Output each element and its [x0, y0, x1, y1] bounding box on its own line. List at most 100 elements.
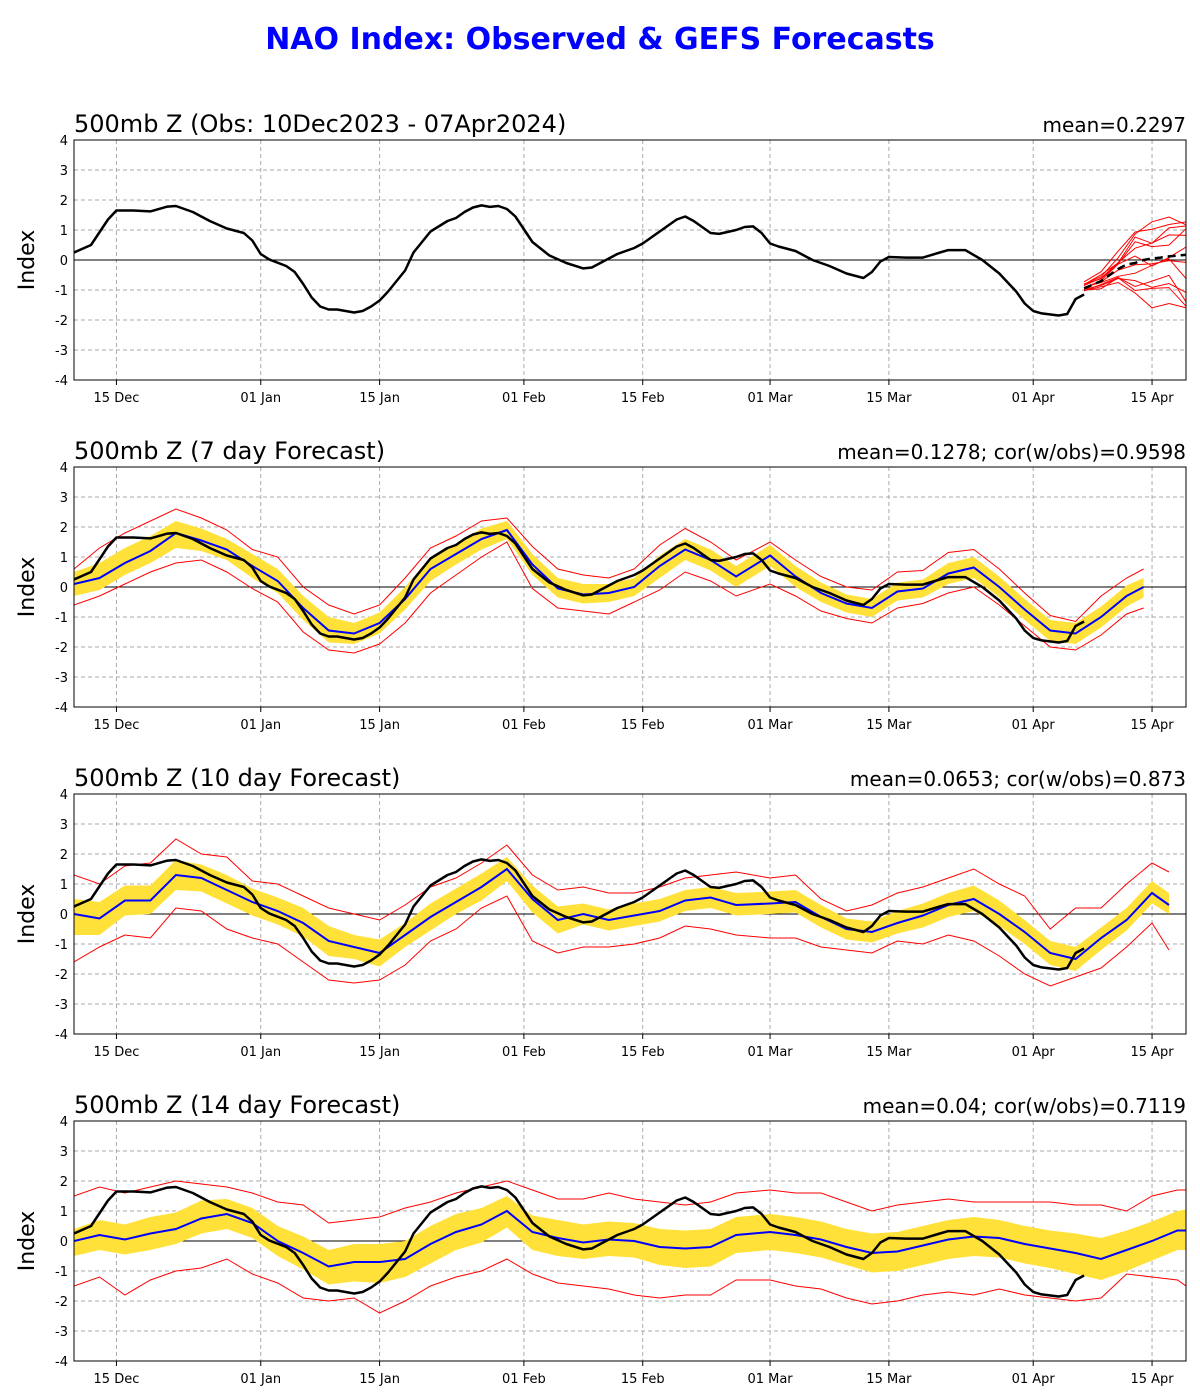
y-tick-label: 4: [60, 461, 68, 476]
y-tick-label: -2: [55, 1295, 68, 1310]
x-tick-label: 15 Jan: [359, 718, 400, 733]
y-tick-label: -4: [55, 1028, 68, 1043]
x-tick-label: 15 Jan: [359, 1372, 400, 1387]
y-tick-label: -3: [55, 998, 68, 1013]
y-tick-label: 2: [60, 194, 68, 209]
envelope-high-line: [74, 508, 1144, 623]
y-tick-label: -4: [55, 1355, 68, 1370]
plot-area: [74, 1121, 1186, 1361]
y-tick-label: -4: [55, 374, 68, 389]
y-tick-label: -2: [55, 641, 68, 656]
chart-panel-1: 500mb Z (7 day Forecast) mean=0.1278; cor…: [15, 437, 1187, 733]
y-tick-label: -1: [55, 611, 68, 626]
x-tick-label: 15 Mar: [866, 1372, 912, 1387]
ensemble-member-line: [1083, 258, 1186, 288]
y-tick-label: 0: [60, 581, 68, 596]
plot-area: [74, 794, 1186, 1034]
y-tick-label: 3: [60, 818, 68, 833]
y-tick-label: 0: [60, 254, 68, 269]
spread-band: [74, 521, 1144, 644]
y-tick-label: 4: [60, 134, 68, 149]
y-tick-label: 0: [60, 908, 68, 923]
panel-stat: mean=0.1278; cor(w/obs)=0.9598: [837, 440, 1186, 464]
panel-stat: mean=0.2297: [1043, 113, 1186, 137]
x-tick-label: 15 Dec: [94, 1045, 140, 1060]
envelope-low-line: [74, 541, 1144, 654]
x-tick-label: 01 Feb: [502, 1372, 546, 1387]
y-tick-label: 3: [60, 491, 68, 506]
ensemble-member-line: [1083, 274, 1186, 302]
x-tick-label: 15 Feb: [621, 391, 665, 406]
envelope-low-line: [74, 895, 1170, 987]
y-axis-label: Index: [15, 884, 40, 945]
y-tick-label: -1: [55, 1265, 68, 1280]
x-tick-label: 15 Mar: [866, 1045, 912, 1060]
y-tick-label: 2: [60, 848, 68, 863]
x-tick-label: 01 Apr: [1012, 1372, 1056, 1387]
panel-stat: mean=0.0653; cor(w/obs)=0.873: [850, 767, 1186, 791]
y-tick-label: 4: [60, 788, 68, 803]
x-tick-label: 15 Dec: [94, 1372, 140, 1387]
x-tick-label: 01 Apr: [1012, 1045, 1056, 1060]
observed-line: [74, 204, 1085, 317]
x-tick-label: 15 Mar: [866, 718, 912, 733]
x-tick-label: 15 Dec: [94, 391, 140, 406]
y-tick-label: -1: [55, 284, 68, 299]
y-tick-label: 1: [60, 551, 68, 566]
ensemble-member-line: [1083, 277, 1186, 293]
ensemble-member-line: [1083, 216, 1186, 285]
plot-frame: [73, 793, 1187, 1035]
y-axis-label: Index: [15, 230, 40, 291]
x-tick-label: 15 Dec: [94, 718, 140, 733]
x-tick-label: 15 Apr: [1130, 391, 1174, 406]
panel-title: 500mb Z (10 day Forecast): [74, 764, 400, 792]
envelope-high-line: [74, 1180, 1186, 1224]
plot-frame: [73, 466, 1187, 708]
x-tick-label: 15 Feb: [621, 718, 665, 733]
ensemble-member-line: [1083, 225, 1186, 286]
y-tick-label: 3: [60, 1145, 68, 1160]
x-tick-label: 15 Apr: [1130, 1045, 1174, 1060]
y-tick-label: -2: [55, 968, 68, 983]
chart-panel-0: 500mb Z (Obs: 10Dec2023 - 07Apr2024) mean…: [15, 110, 1187, 406]
observed-line: [74, 531, 1085, 644]
ensemble-member-line: [1083, 221, 1186, 283]
y-tick-label: -1: [55, 938, 68, 953]
envelope-low-line: [74, 1258, 1186, 1314]
x-tick-label: 01 Feb: [502, 391, 546, 406]
x-tick-label: 01 Mar: [747, 1372, 793, 1387]
x-tick-label: 15 Feb: [621, 1372, 665, 1387]
plot-frame: [73, 139, 1187, 381]
ensemble-member-line: [1083, 234, 1186, 286]
panel-title: 500mb Z (Obs: 10Dec2023 - 07Apr2024): [74, 110, 566, 138]
x-tick-label: 01 Jan: [240, 718, 281, 733]
ensemble-member-line: [1083, 228, 1186, 285]
y-tick-label: 2: [60, 521, 68, 536]
y-tick-label: 1: [60, 224, 68, 239]
ensemble-member-line: [1084, 277, 1186, 307]
main-title: NAO Index: Observed & GEFS Forecasts: [265, 22, 935, 57]
y-tick-label: 2: [60, 1175, 68, 1190]
x-tick-label: 15 Feb: [621, 1045, 665, 1060]
forecast-mean-line: [1083, 253, 1186, 290]
x-tick-label: 01 Mar: [747, 391, 793, 406]
ensemble-mean-line: [74, 1209, 1186, 1268]
y-tick-label: 3: [60, 164, 68, 179]
observed-line: [74, 1185, 1085, 1298]
x-tick-label: 01 Feb: [502, 1045, 546, 1060]
y-tick-label: 4: [60, 1115, 68, 1130]
x-tick-label: 15 Jan: [359, 1045, 400, 1060]
y-tick-label: -3: [55, 1325, 68, 1340]
y-tick-label: 0: [60, 1235, 68, 1250]
y-tick-label: 1: [60, 878, 68, 893]
y-tick-label: -4: [55, 701, 68, 716]
x-tick-label: 15 Apr: [1130, 1372, 1174, 1387]
spread-band: [74, 857, 1169, 971]
x-tick-label: 01 Apr: [1012, 391, 1056, 406]
envelope-high-line: [74, 838, 1170, 930]
x-tick-label: 01 Jan: [240, 1045, 281, 1060]
x-tick-label: 15 Jan: [359, 391, 400, 406]
plot-area: [74, 140, 1186, 380]
x-tick-label: 01 Jan: [240, 1372, 281, 1387]
